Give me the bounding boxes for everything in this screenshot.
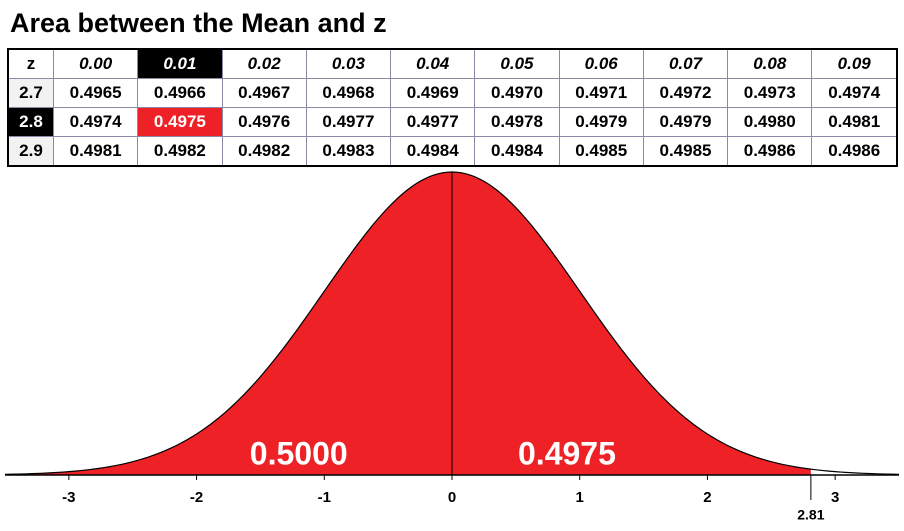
table-cell: 0.4968 xyxy=(305,78,392,108)
table-row: 2.9 0.4981 0.4982 0.4982 0.4983 0.4984 0.4984 0… xyxy=(7,136,898,167)
table-row: 2.7 0.4965 0.4966 0.4967 0.4968 0.4969 0.4970 0… xyxy=(7,78,898,108)
table-cell: 0.4965 xyxy=(52,78,139,108)
table-cell: 0.4973 xyxy=(727,78,813,108)
area-region xyxy=(5,172,452,475)
column-header: 0.06 xyxy=(558,48,644,79)
table-cell: 0.4986 xyxy=(727,136,813,167)
x-tick-label: 1 xyxy=(576,489,584,506)
table-cell: 0.4979 xyxy=(642,107,729,137)
table-cell: 0.4974 xyxy=(52,107,139,137)
table-cell: 0.4969 xyxy=(390,78,476,108)
z-table: z 0.00 0.01 0.02 0.03 0.04 0.05 0.06 0.07 0.08 0.0… xyxy=(7,48,898,167)
row-header: 2.7 xyxy=(7,78,54,108)
row-header: 2.8 xyxy=(7,107,54,137)
table-cell: 0.4981 xyxy=(52,136,139,167)
x-tick-label: -1 xyxy=(318,489,331,506)
header-row: z 0.00 0.01 0.02 0.03 0.04 0.05 0.06 0.07 0.08 0.0… xyxy=(7,48,898,79)
column-header: 0.00 xyxy=(52,48,139,79)
column-header: 0.01 xyxy=(137,48,223,79)
row-header: 2.9 xyxy=(7,136,54,167)
table-cell: 0.4967 xyxy=(221,78,307,108)
table-cell: 0.4981 xyxy=(811,107,898,137)
table-cell: 0.4978 xyxy=(474,107,560,137)
x-tick-label: 2 xyxy=(703,489,711,506)
value-label: 0.5000 xyxy=(250,435,348,471)
x-tick-label: -3 xyxy=(62,489,75,506)
column-header: 0.05 xyxy=(474,48,560,79)
table-cell: 0.4985 xyxy=(558,136,644,167)
table-cell: 0.4983 xyxy=(305,136,392,167)
column-header: 0.07 xyxy=(642,48,729,79)
column-header: 0.04 xyxy=(390,48,476,79)
value-label: 0.4975 xyxy=(518,435,616,471)
table-cell: 0.4984 xyxy=(474,136,560,167)
table-cell: 0.4971 xyxy=(558,78,644,108)
area-region xyxy=(452,172,811,475)
table-row: 2.8 0.4974 0.4975 0.4976 0.4977 0.4977 0.4978 0… xyxy=(7,107,898,137)
table-cell: 0.4982 xyxy=(137,136,223,167)
title: Area between the Mean and z xyxy=(10,8,387,38)
table-cell: 0.4985 xyxy=(642,136,729,167)
column-header: 0.08 xyxy=(727,48,813,79)
table-cell: 0.4979 xyxy=(558,107,644,137)
table-cell: 0.4982 xyxy=(221,136,307,167)
table-cell: 0.4977 xyxy=(305,107,392,137)
z-label: 2.81 xyxy=(797,507,824,523)
column-header: 0.09 xyxy=(811,48,898,79)
x-tick-label: -2 xyxy=(190,489,203,506)
x-tick-label: 3 xyxy=(831,489,839,506)
table-cell: 0.4980 xyxy=(727,107,813,137)
table-cell: 0.4975 xyxy=(137,107,223,137)
table-cell: 0.4976 xyxy=(221,107,307,137)
table-cell: 0.4986 xyxy=(811,136,898,167)
x-tick-label: 0 xyxy=(448,489,456,506)
table-cell: 0.4984 xyxy=(390,136,476,167)
table-cell: 0.4974 xyxy=(811,78,898,108)
